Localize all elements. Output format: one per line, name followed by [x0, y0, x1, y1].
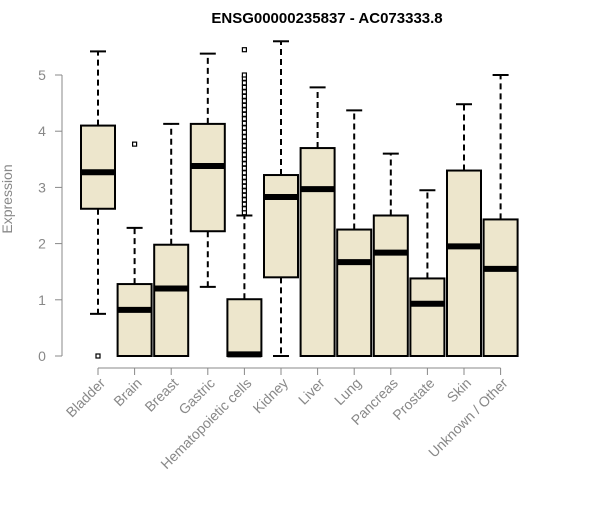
box — [336, 228, 373, 357]
outlier-point — [241, 120, 247, 126]
chart-title: ENSG00000235837 - AC073333.8 — [211, 10, 442, 27]
box-group — [336, 109, 373, 357]
outlier-point — [132, 141, 138, 147]
x-tick-label: Brain — [110, 375, 144, 409]
outlier-point — [241, 134, 247, 140]
boxes-layer — [80, 40, 519, 359]
outlier-point — [241, 84, 247, 90]
box-group — [226, 47, 263, 358]
outlier-point — [241, 129, 247, 135]
box-group — [189, 52, 226, 288]
outlier-point — [241, 102, 247, 108]
y-tick-label: 4 — [38, 123, 46, 139]
outlier-point — [95, 353, 101, 359]
box — [80, 124, 116, 210]
outlier-point — [241, 206, 247, 212]
outlier-point — [241, 188, 247, 194]
outlier-point — [241, 93, 247, 99]
box — [226, 298, 263, 358]
outlier-point — [241, 161, 247, 167]
x-tick-label: Breast — [141, 375, 181, 415]
y-tick-label: 0 — [38, 348, 46, 364]
x-tick-label: Bladder — [63, 375, 109, 421]
outlier-point — [241, 179, 247, 185]
y-tick-label: 3 — [38, 179, 46, 195]
y-tick-label: 2 — [38, 236, 46, 252]
box — [372, 214, 409, 357]
outlier-point — [241, 201, 247, 207]
outlier-point — [241, 107, 247, 113]
box — [263, 174, 299, 279]
outlier-point — [241, 125, 247, 131]
x-tick-label: Kidney — [250, 375, 292, 417]
box — [153, 243, 190, 357]
outlier-point — [241, 170, 247, 176]
box-group — [80, 50, 116, 359]
outlier-point — [241, 111, 247, 117]
box — [189, 122, 226, 233]
box-group — [446, 103, 482, 357]
x-tick-label: Lung — [331, 375, 364, 408]
box — [482, 218, 519, 357]
y-axis: 0 1 2 3 4 5 — [38, 67, 63, 364]
box-group — [116, 141, 153, 357]
outlier-point — [241, 138, 247, 144]
outlier-point — [241, 80, 247, 86]
outlier-point — [241, 174, 247, 180]
x-tick-label: Skin — [444, 375, 475, 406]
outlier-point — [241, 143, 247, 149]
outlier-point — [241, 192, 247, 198]
y-axis-label: Expression — [0, 164, 15, 233]
outlier-point — [241, 152, 247, 158]
outlier-point — [241, 156, 247, 162]
outlier-point — [241, 89, 247, 95]
outlier-point — [241, 147, 247, 153]
x-tick-label: Liver — [295, 375, 328, 408]
y-tick-label: 5 — [38, 67, 46, 83]
outlier-point — [241, 98, 247, 104]
box-group — [409, 189, 446, 357]
outlier-point — [241, 183, 247, 189]
box — [299, 147, 336, 357]
box-group — [299, 86, 336, 357]
box-group — [263, 40, 299, 357]
outlier-point — [241, 72, 247, 78]
box-group — [153, 122, 190, 357]
box-group — [482, 74, 519, 357]
box — [116, 283, 153, 357]
outlier-point — [241, 165, 247, 171]
outlier-point — [241, 116, 247, 122]
y-tick-label: 1 — [38, 292, 46, 308]
box-group — [372, 152, 409, 357]
outlier-point — [241, 197, 247, 203]
box — [446, 169, 482, 357]
box — [409, 277, 446, 357]
outlier-point — [241, 47, 247, 53]
